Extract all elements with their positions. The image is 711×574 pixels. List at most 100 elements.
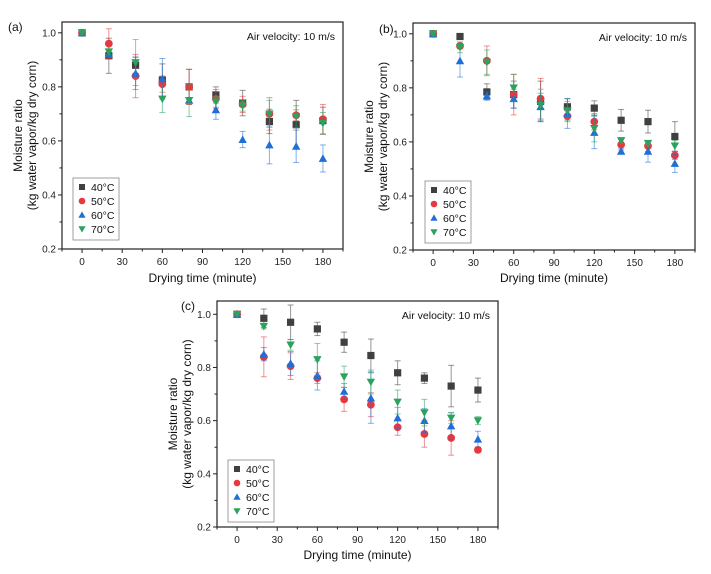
legend-marker: [233, 508, 241, 515]
data-point: [238, 102, 247, 110]
x-tick-label: 0: [234, 535, 240, 546]
chart-panel-b: 0.2 0.4 0.6 0.8 1.0 0 30 60 90 120 150 180 Drying ti…: [362, 22, 696, 285]
legend-label: 60°C: [91, 210, 115, 222]
legend-label: 70°C: [91, 224, 115, 236]
data-point: [446, 421, 456, 430]
legend: 40°C 50°C 60°C 70°C: [227, 459, 275, 523]
data-point: [318, 119, 328, 128]
data-point: [536, 102, 545, 110]
series-70c: [428, 30, 680, 152]
data-point: [184, 96, 194, 105]
data-point: [104, 39, 113, 48]
x-tick-label: 60: [157, 257, 169, 268]
data-point: [313, 356, 322, 364]
data-point: [265, 140, 274, 149]
x-tick-label: 150: [626, 258, 643, 269]
x-tick-label: 30: [117, 257, 129, 268]
data-point: [291, 142, 301, 150]
y-tick-label: 0.8: [42, 82, 56, 93]
legend-marker: [430, 214, 438, 221]
panel-label: (a): [8, 20, 23, 34]
x-tick-label: 30: [468, 258, 480, 269]
legend-marker: [79, 184, 85, 190]
data-point: [474, 386, 482, 394]
legend-label: 40°C: [246, 464, 270, 476]
y-tick-label: 0.6: [42, 136, 56, 147]
data-point: [563, 107, 572, 116]
data-point: [313, 325, 321, 333]
data-point: [446, 414, 456, 423]
data-point: [420, 430, 429, 438]
data-point: [447, 382, 455, 390]
legend-label: 40°C: [443, 185, 467, 197]
x-tick-label: 30: [272, 535, 284, 546]
data-point: [428, 30, 438, 39]
x-tick-label: 180: [470, 535, 487, 546]
series-40c: [429, 30, 679, 152]
data-point: [260, 314, 268, 322]
legend-marker: [78, 211, 86, 218]
legend-label: 70°C: [246, 506, 270, 518]
x-tick-label: 90: [352, 535, 364, 546]
data-point: [643, 147, 653, 155]
x-axis-label: Drying time (minute): [148, 271, 256, 285]
legend: 40°C 50°C 60°C 70°C: [424, 180, 472, 244]
data-point: [232, 310, 242, 319]
data-point: [394, 369, 402, 377]
series-40c: [233, 304, 482, 408]
data-point: [617, 116, 625, 124]
x-tick-label: 60: [508, 258, 520, 269]
legend-label: 40°C: [91, 182, 115, 194]
data-point: [77, 29, 87, 38]
data-point: [393, 413, 402, 422]
data-point: [473, 417, 483, 425]
data-point: [158, 95, 167, 104]
data-point: [158, 74, 167, 83]
legend-marker: [430, 229, 438, 236]
data-point: [420, 374, 429, 382]
legend-label: 50°C: [443, 199, 467, 211]
data-point: [474, 445, 482, 454]
data-point: [643, 139, 653, 148]
y-tick-label: 0.2: [197, 523, 211, 534]
y-axis-label-line2: (kg water vapor/kg dry corn): [180, 339, 194, 488]
data-point: [131, 59, 140, 67]
x-axis-label: Drying time (minute): [303, 548, 411, 562]
legend: 40°C 50°C 60°C 70°C: [72, 177, 120, 241]
data-point: [473, 435, 483, 443]
data-point: [456, 32, 464, 41]
series-50c: [233, 310, 482, 456]
data-point: [616, 137, 626, 145]
legend-label: 60°C: [246, 492, 270, 504]
legend-label: 50°C: [246, 478, 270, 490]
x-tick-label: 120: [234, 257, 251, 268]
series-40c: [78, 29, 327, 150]
y-tick-label: 0.8: [393, 83, 407, 94]
annotation-air-velocity: Air velocity: 10 m/s: [402, 310, 490, 322]
data-point: [259, 349, 269, 358]
data-point: [291, 113, 301, 121]
data-point: [211, 98, 221, 106]
data-point: [590, 104, 598, 112]
series-50c: [429, 29, 679, 160]
data-point: [420, 409, 429, 417]
data-point: [339, 387, 349, 395]
x-tick-label: 0: [430, 258, 436, 269]
data-point: [590, 124, 599, 133]
data-point: [644, 118, 652, 126]
series-60c: [232, 310, 483, 448]
y-tick-label: 0.8: [197, 363, 211, 374]
data-point: [366, 393, 376, 402]
legend-marker: [233, 493, 241, 500]
x-tick-label: 90: [197, 257, 209, 268]
x-tick-label: 180: [315, 257, 332, 268]
y-tick-label: 0.2: [42, 245, 56, 256]
legend-marker: [78, 226, 86, 233]
annotation-air-velocity: Air velocity: 10 m/s: [599, 32, 687, 44]
data-point: [670, 142, 680, 151]
chart-panel-c: 0.2 0.4 0.6 0.8 1.0 0 30 60 90 120 150 180 Drying ti…: [166, 299, 499, 562]
x-tick-label: 150: [274, 257, 291, 268]
legend-marker: [431, 187, 437, 193]
data-point: [367, 351, 375, 360]
